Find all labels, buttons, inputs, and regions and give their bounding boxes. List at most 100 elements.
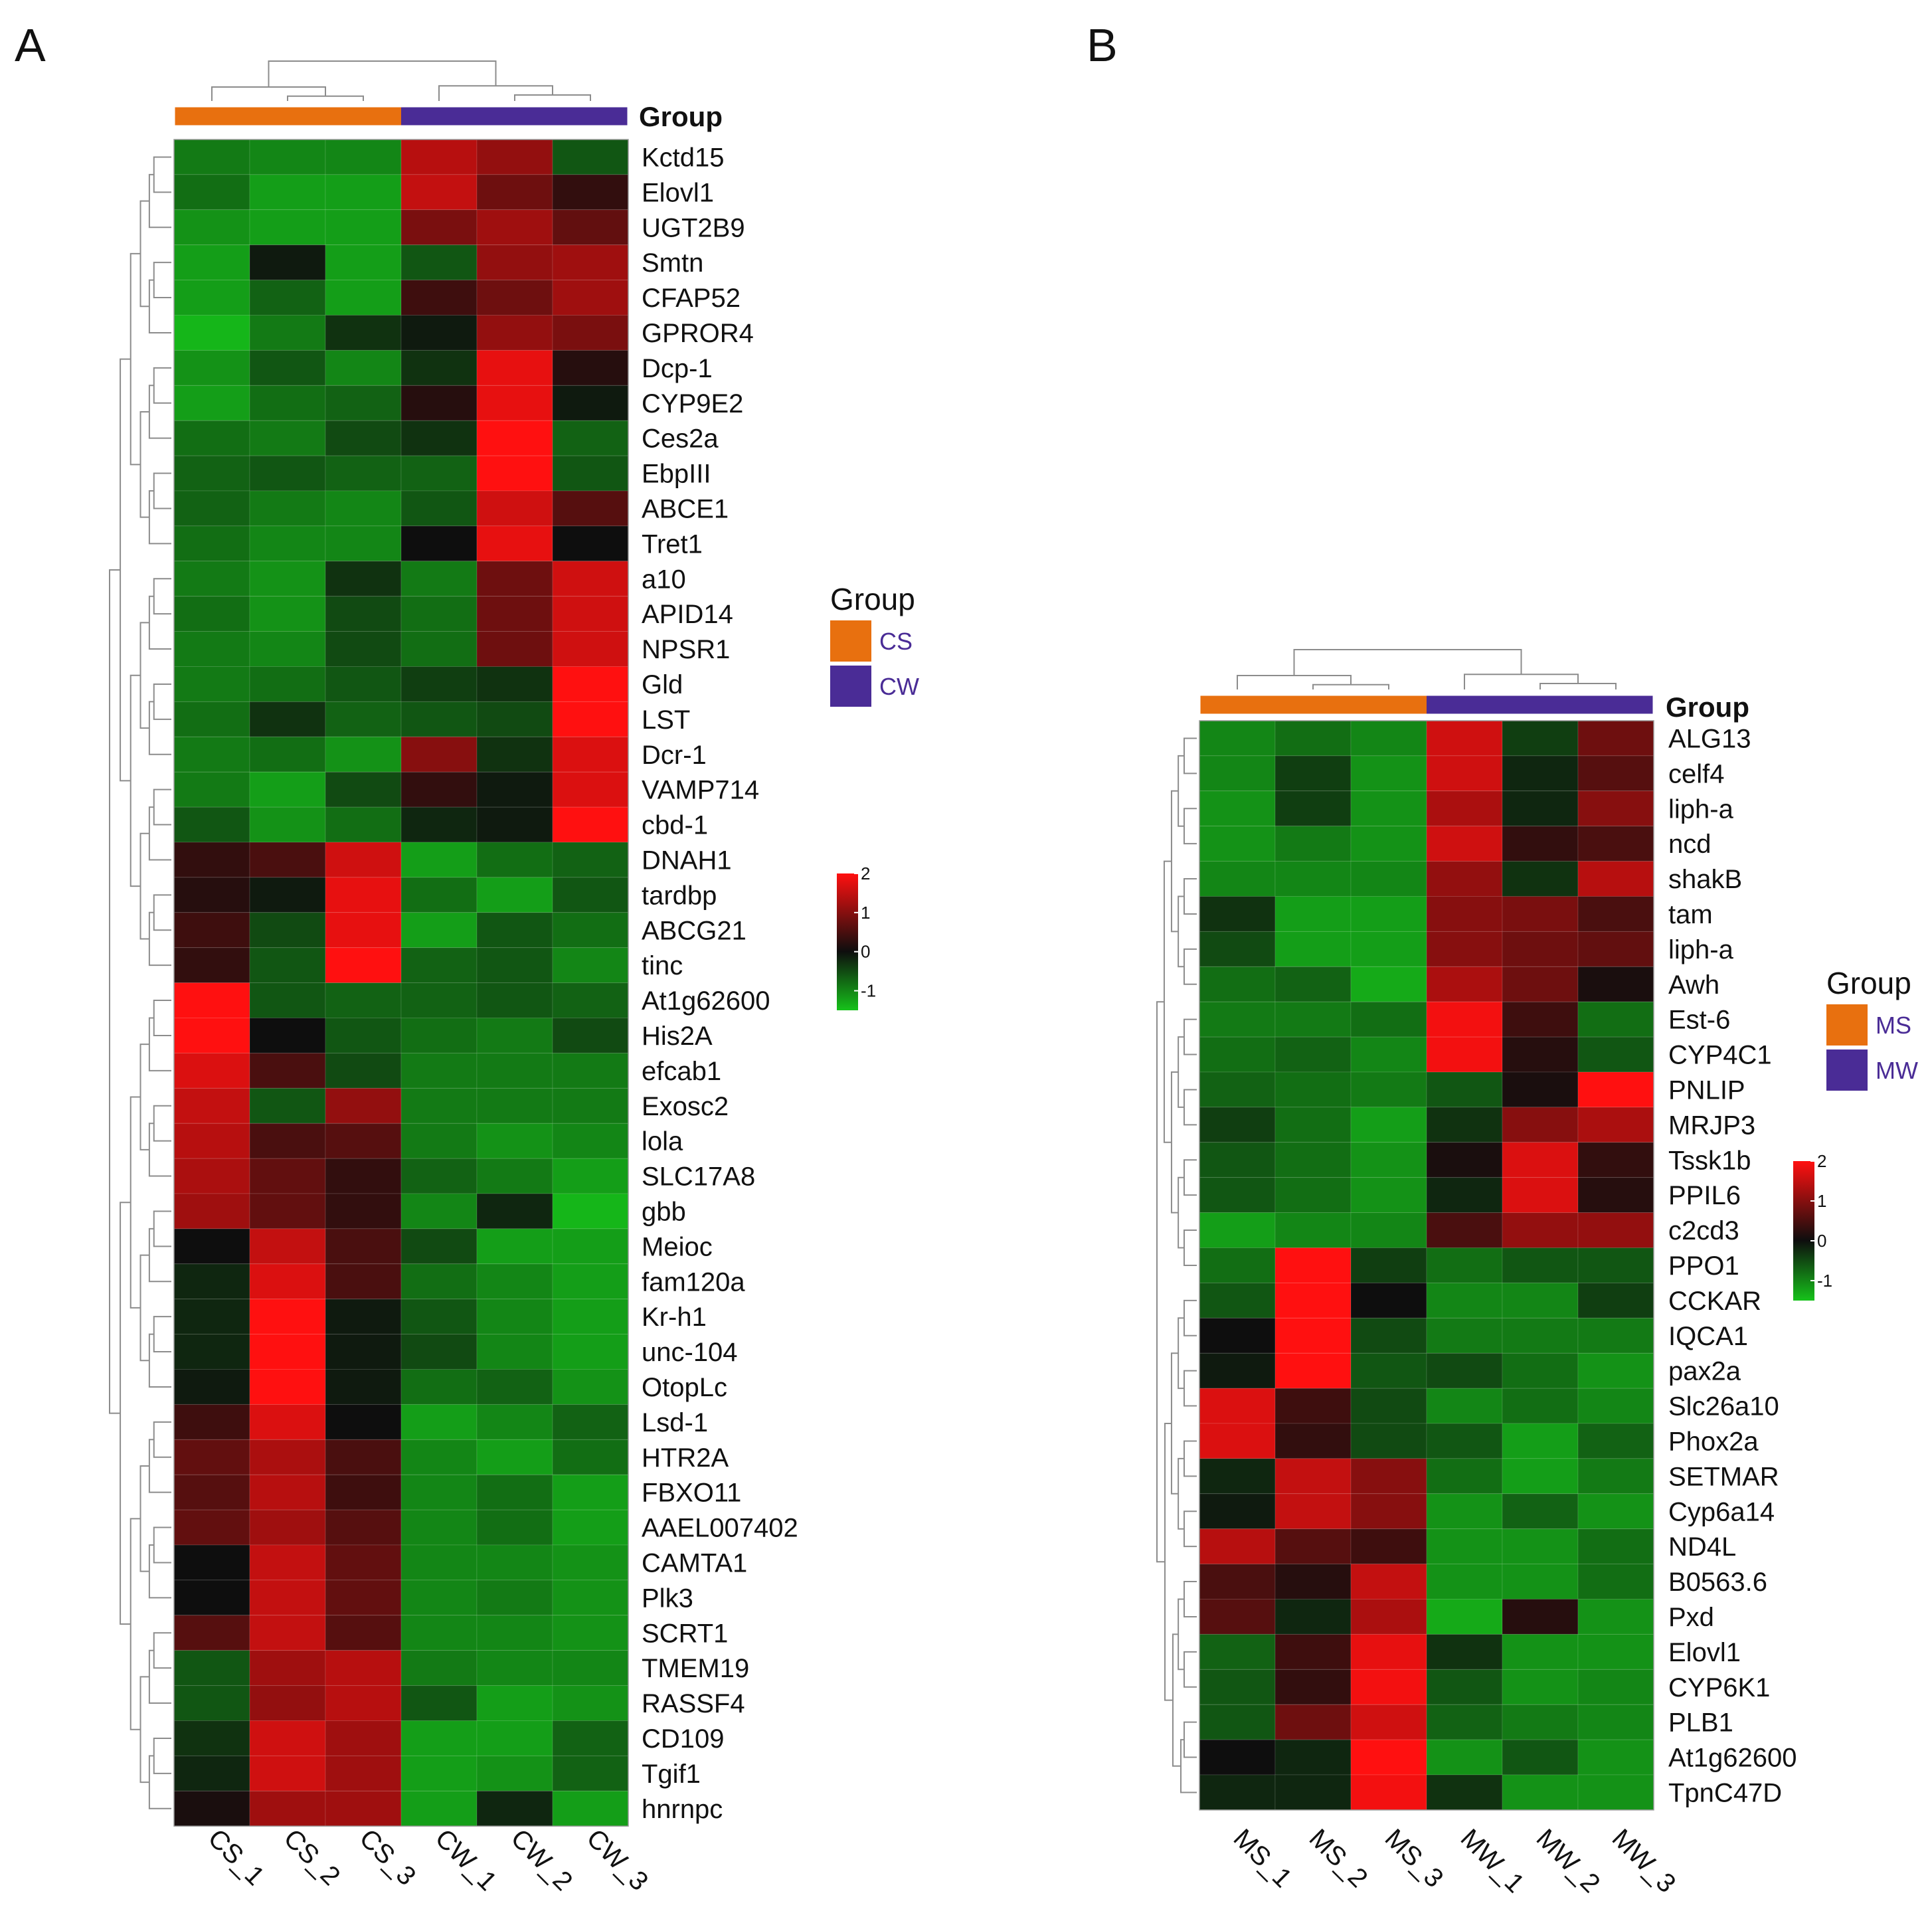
row-label: FBXO11 [642, 1479, 741, 1508]
dendrogram-link [1172, 1633, 1181, 1767]
heatmap-cell [400, 1615, 478, 1651]
heatmap-cell [400, 315, 478, 351]
heatmap-cell [1274, 720, 1352, 757]
heatmap-cell [400, 385, 478, 421]
row-label: Est-6 [1668, 1006, 1730, 1035]
heatmap-cell [1274, 1564, 1352, 1600]
row-label: GPROR4 [642, 319, 754, 348]
heatmap-cell [400, 1299, 478, 1335]
heatmap-cell [400, 1720, 478, 1756]
dendrogram-link [1156, 1001, 1165, 1563]
row-label: CYP9E2 [642, 389, 743, 418]
dendrogram-link [1183, 1440, 1197, 1477]
heatmap-cell [400, 349, 478, 386]
dendrogram-link [153, 472, 171, 509]
heatmap-cell [1274, 1177, 1352, 1214]
heatmap-cell [400, 1755, 478, 1791]
heatmap-cell [552, 631, 629, 667]
heatmap-cell [173, 525, 250, 562]
heatmap-cell [552, 455, 629, 492]
heatmap-cell [249, 631, 326, 667]
heatmap-cell [552, 912, 629, 949]
heatmap-cell [325, 631, 402, 667]
row-label: SLC17A8 [642, 1162, 755, 1192]
color-scale-bar [837, 873, 858, 1010]
dendrogram-link [1183, 1230, 1197, 1266]
heatmap-cell [325, 1474, 402, 1510]
heatmap-cell [325, 490, 402, 527]
dendrogram-link [148, 1228, 171, 1283]
heatmap-cell [1502, 1142, 1579, 1178]
heatmap-cell [1274, 1633, 1352, 1670]
heatmap-cell [325, 912, 402, 949]
dendrogram-link [153, 578, 171, 615]
heatmap-cell [552, 1650, 629, 1687]
row-label: At1g62600 [642, 986, 770, 1016]
heatmap-cell [476, 1650, 553, 1687]
heatmap-cell [400, 244, 478, 281]
row-label: Tssk1b [1668, 1146, 1751, 1175]
dendrogram-link [1183, 1299, 1197, 1336]
group-bar-cell [401, 106, 478, 126]
row-label: APID14 [642, 600, 733, 629]
heatmap-cell [249, 1158, 326, 1194]
heatmap-cell [400, 1474, 478, 1510]
heatmap-cell [249, 1509, 326, 1546]
heatmap-cell [1426, 826, 1503, 862]
heatmap-cell [1426, 1458, 1503, 1495]
heatmap-cell [1350, 1388, 1427, 1424]
heatmap-cell [552, 1685, 629, 1722]
heatmap-cell [1274, 1739, 1352, 1776]
heatmap-cell [325, 1018, 402, 1053]
heatmap-cell [1426, 1071, 1503, 1108]
heatmap-cell [1350, 931, 1427, 967]
heatmap-cell [1274, 931, 1352, 967]
row-label: PNLIP [1668, 1075, 1745, 1105]
heatmap-cell [476, 244, 553, 281]
dendrogram-link [153, 1421, 171, 1458]
heatmap-cell [1502, 790, 1579, 827]
heatmap-cell [400, 1123, 478, 1159]
heatmap-cell [325, 385, 402, 421]
heatmap-cell [1577, 1388, 1654, 1424]
heatmap-cell [476, 455, 553, 492]
column-label: MS_1 [1228, 1823, 1298, 1893]
dendrogram-link [1178, 1598, 1184, 1671]
group-bar-cell [1578, 695, 1654, 715]
heatmap-cell [1426, 1247, 1503, 1283]
heatmap-cell [173, 736, 250, 773]
group-bar-cell [477, 106, 553, 126]
dendrogram-link [153, 894, 171, 931]
heatmap-cell [325, 561, 402, 597]
heatmap-cell [1274, 1493, 1352, 1530]
heatmap-cell [173, 1790, 250, 1827]
heatmap-cell [173, 455, 250, 492]
heatmap-cell [173, 1439, 250, 1475]
heatmap-cell [1577, 1774, 1654, 1811]
heatmap-cell [173, 420, 250, 456]
heatmap-cell [1502, 1247, 1579, 1283]
heatmap-cell [476, 315, 553, 351]
heatmap-cell [476, 209, 553, 246]
row-label: ABCE1 [642, 494, 729, 523]
heatmap-cell [325, 1158, 402, 1194]
dendrogram-link [438, 85, 553, 101]
heatmap-cell [325, 1404, 402, 1440]
row-label: shakB [1668, 865, 1742, 894]
heatmap-cell [1426, 1282, 1503, 1319]
column-label: CW_3 [581, 1823, 654, 1896]
heatmap-cell [476, 947, 553, 984]
heatmap-cell [1199, 1599, 1276, 1635]
heatmap-cell [1577, 1493, 1654, 1530]
heatmap-cell [249, 420, 326, 456]
row-label: Plk3 [642, 1584, 693, 1613]
heatmap-cell [1274, 790, 1352, 827]
heatmap-cell [249, 1334, 326, 1370]
dendrogram-link [148, 1755, 171, 1809]
heatmap-cell [1502, 1282, 1579, 1319]
column-dendrogram [211, 60, 591, 101]
dendrogram-link [1183, 1510, 1197, 1548]
heatmap-cell [400, 666, 478, 702]
heatmap-cell [1199, 1528, 1276, 1565]
